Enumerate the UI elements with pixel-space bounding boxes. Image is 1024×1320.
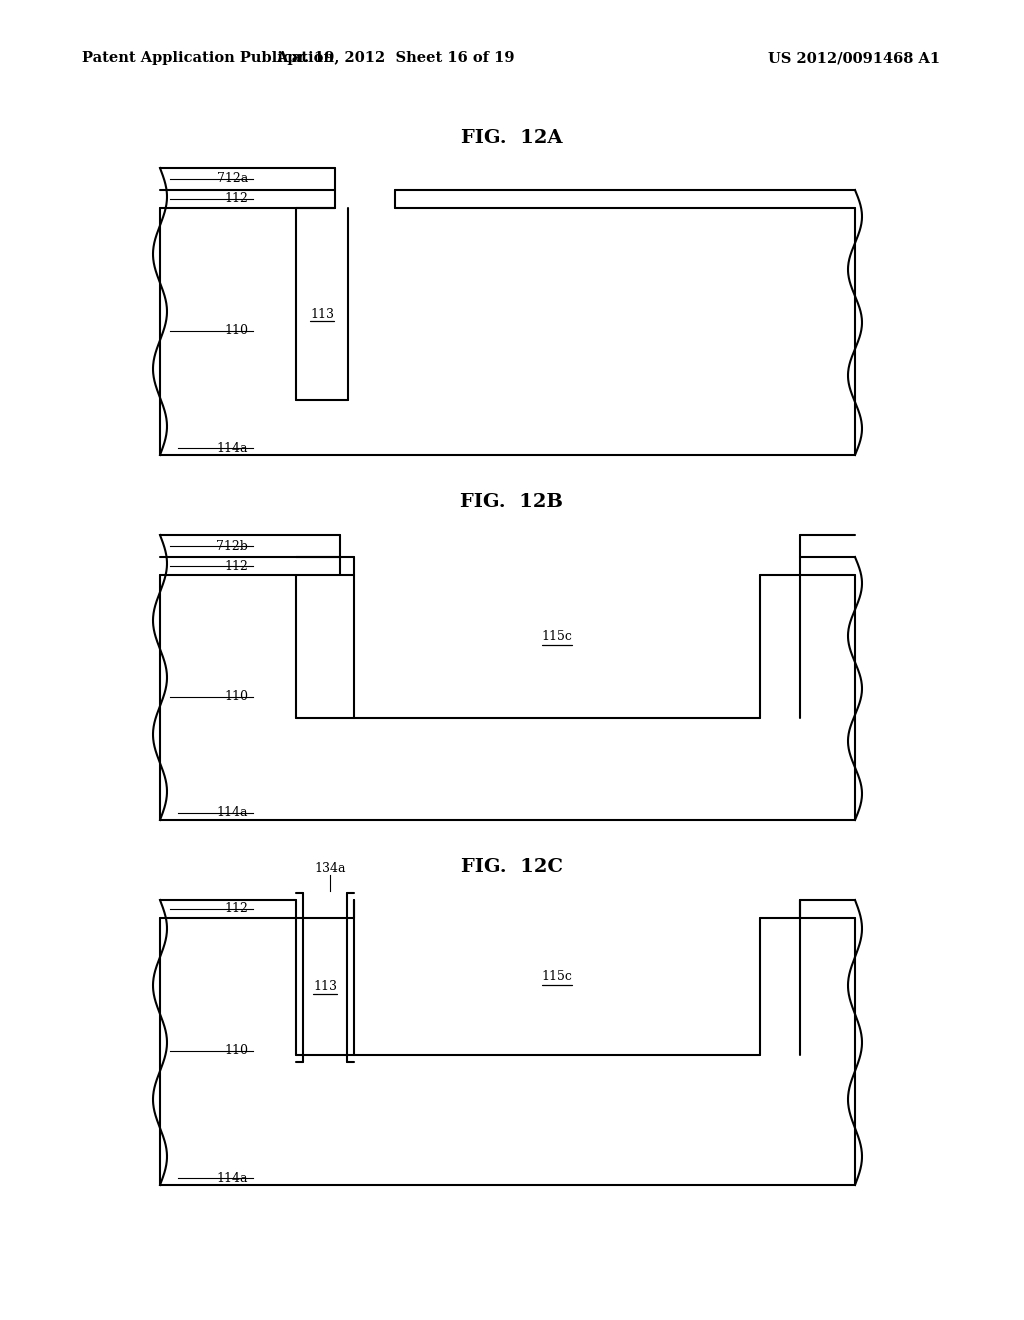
Text: 110: 110: [224, 690, 248, 704]
Text: 112: 112: [224, 193, 248, 206]
Text: Apr. 19, 2012  Sheet 16 of 19: Apr. 19, 2012 Sheet 16 of 19: [275, 51, 514, 65]
Text: 112: 112: [224, 560, 248, 573]
Text: 113: 113: [310, 308, 334, 321]
Text: 113: 113: [313, 979, 337, 993]
Text: 110: 110: [224, 325, 248, 338]
Text: 114a: 114a: [216, 1172, 248, 1184]
Text: 134a: 134a: [314, 862, 346, 874]
Text: 115c: 115c: [542, 970, 572, 983]
Text: 114a: 114a: [216, 441, 248, 454]
Text: FIG.  12B: FIG. 12B: [461, 492, 563, 511]
Text: FIG.  12A: FIG. 12A: [461, 129, 563, 147]
Text: Patent Application Publication: Patent Application Publication: [82, 51, 334, 65]
Text: US 2012/0091468 A1: US 2012/0091468 A1: [768, 51, 940, 65]
Text: 112: 112: [224, 903, 248, 916]
Text: 115c: 115c: [542, 631, 572, 644]
Text: FIG.  12C: FIG. 12C: [461, 858, 563, 876]
Text: 712a: 712a: [217, 173, 248, 186]
Text: 712b: 712b: [216, 540, 248, 553]
Text: 114a: 114a: [216, 807, 248, 820]
Text: 110: 110: [224, 1044, 248, 1057]
